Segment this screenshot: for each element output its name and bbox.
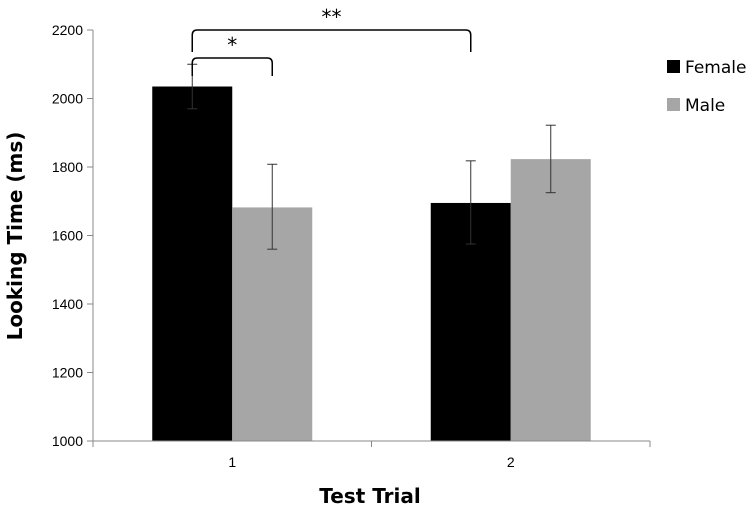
x-tick-label: 1: [228, 454, 236, 470]
legend: Female Male: [667, 58, 746, 116]
significance-bracket: [191, 57, 273, 76]
significance-marker: *: [227, 33, 237, 57]
significance-bracket: [191, 29, 472, 52]
x-axis-title: Test Trial: [319, 484, 421, 508]
y-tick-label: 1400: [52, 296, 83, 312]
y-ticks-layer: 1000 1200 1400 1600 1800 2000 2200: [52, 22, 93, 449]
y-axis-title: Looking Time (ms): [3, 132, 27, 341]
x-tick-label: 2: [507, 454, 515, 470]
bar-male-trial-2: [510, 159, 591, 441]
legend-label-female: Female: [685, 58, 746, 78]
y-tick-label: 1200: [52, 365, 83, 381]
significance-annotations: ***: [191, 5, 472, 76]
legend-label-male: Male: [685, 96, 725, 116]
y-tick-label: 2000: [52, 91, 83, 107]
y-tick-label: 1000: [52, 433, 83, 449]
y-tick-label: 2200: [52, 22, 83, 38]
significance-marker: **: [322, 5, 342, 29]
bar-female-trial-1: [152, 86, 233, 441]
legend-swatch-male: [667, 98, 680, 111]
bars-layer: [152, 86, 591, 441]
legend-swatch-female: [667, 60, 680, 73]
y-tick-label: 1800: [52, 159, 83, 175]
y-tick-label: 1600: [52, 228, 83, 244]
